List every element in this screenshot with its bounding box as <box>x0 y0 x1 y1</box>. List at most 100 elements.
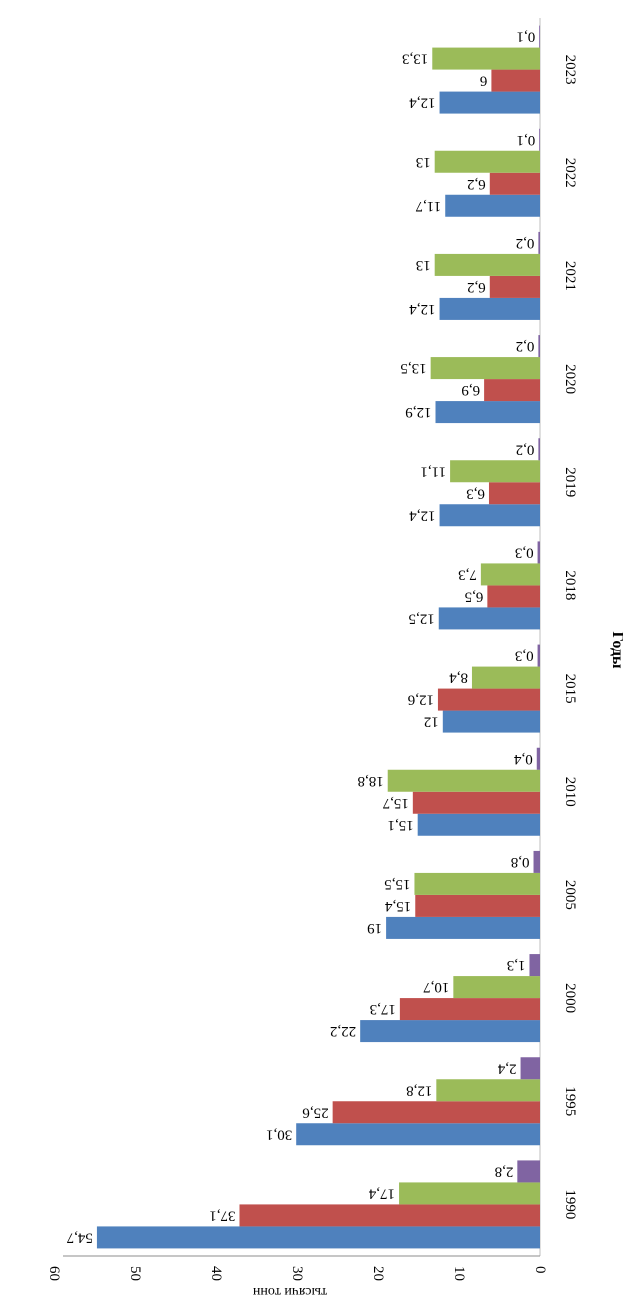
category-ticks-group: 1990 1995 2000 2005 2010 2015 2018 2019 2020 2021… <box>562 55 578 1220</box>
data-label-series-2-2021: 6,2 <box>467 279 486 295</box>
bar-series-3-1995 <box>436 1079 540 1102</box>
data-label-series-1-2021: 12,4 <box>409 301 436 317</box>
data-label-series-1-1995: 30,1 <box>266 1126 292 1142</box>
category-tick-2021: 2021 <box>562 261 578 291</box>
bar-series-1-2021 <box>439 297 540 320</box>
bar-series-3-2023 <box>432 47 540 70</box>
bar-series-2-2022 <box>489 172 540 195</box>
bar-series-4-2023 <box>539 25 540 48</box>
bar-series-1-2005 <box>386 916 540 939</box>
data-label-series-2-2019: 6,3 <box>466 485 485 501</box>
data-label-series-4-2019: 0,2 <box>516 441 535 457</box>
bar-series-3-2018 <box>480 563 540 586</box>
bar-series-2-1990 <box>239 1204 541 1227</box>
data-label-series-2-1990: 37,1 <box>209 1207 235 1223</box>
bar-series-3-2010 <box>387 769 540 792</box>
x-axis-title: Годы <box>609 632 623 669</box>
data-label-series-1-2010: 15,1 <box>387 817 413 833</box>
data-label-series-2-1995: 25,6 <box>302 1104 329 1120</box>
data-label-series-1-2000: 22,2 <box>330 1023 356 1039</box>
data-label-series-3-2000: 10,7 <box>423 979 450 995</box>
data-label-series-3-2018: 7,3 <box>458 566 477 582</box>
data-label-series-4-2023: 0,1 <box>516 29 535 45</box>
bar-series-3-2022 <box>434 150 540 173</box>
bar-series-3-2020 <box>430 357 540 380</box>
data-label-series-2-2023: 6 <box>479 73 487 89</box>
data-label-series-4-2005: 0,8 <box>511 854 530 870</box>
bar-series-1-2022 <box>445 194 540 217</box>
category-tick-2000: 2000 <box>562 983 578 1013</box>
category-tick-2022: 2022 <box>562 158 578 188</box>
bar-series-4-1990 <box>517 1160 540 1183</box>
bar-series-3-2000 <box>453 976 540 999</box>
data-label-series-1-2020: 12,9 <box>405 404 431 420</box>
bar-series-1-2010 <box>417 813 540 836</box>
bar-series-4-2020 <box>538 335 540 358</box>
data-label-series-3-2023: 13,3 <box>402 51 428 67</box>
data-label-series-1-2015: 12 <box>424 714 439 730</box>
data-label-series-3-1990: 17,4 <box>368 1185 395 1201</box>
value-ticks-group: 0 10 20 30 40 50 60 <box>46 1266 548 1281</box>
category-tick-1995: 1995 <box>562 1086 578 1116</box>
data-label-series-2-2022: 6,2 <box>467 176 486 192</box>
bar-series-2-2018 <box>487 585 540 608</box>
data-label-series-1-2023: 12,4 <box>409 95 436 111</box>
category-tick-2018: 2018 <box>562 570 578 600</box>
category-tick-2019: 2019 <box>562 467 578 497</box>
bar-series-4-2015 <box>537 644 540 667</box>
data-label-series-4-1990: 2,8 <box>495 1163 514 1179</box>
value-tick-30: 30 <box>289 1266 305 1281</box>
bar-series-4-2021 <box>538 231 540 254</box>
bar-series-1-2018 <box>438 607 540 630</box>
bar-series-4-2005 <box>533 850 540 873</box>
category-tick-2020: 2020 <box>562 364 578 394</box>
data-label-series-4-2018: 0,3 <box>515 544 534 560</box>
data-label-series-1-2005: 19 <box>367 920 382 936</box>
data-label-series-2-2018: 6,5 <box>465 588 484 604</box>
bar-series-4-1995 <box>520 1057 540 1080</box>
bar-series-4-2019 <box>538 438 540 461</box>
data-label-series-2-2000: 17,3 <box>370 1001 396 1017</box>
bar-series-2-2021 <box>489 275 540 298</box>
value-tick-50: 50 <box>127 1266 143 1281</box>
bar-series-2-2005 <box>415 894 540 917</box>
category-tick-2015: 2015 <box>562 674 578 704</box>
data-label-series-3-2005: 15,5 <box>384 876 410 892</box>
value-tick-20: 20 <box>370 1266 386 1281</box>
bar-series-4-2010 <box>536 747 540 770</box>
data-label-series-3-2010: 18,8 <box>357 773 383 789</box>
data-label-series-4-2022: 0,1 <box>516 132 535 148</box>
bar-series-1-1995 <box>296 1123 540 1146</box>
value-tick-10: 10 <box>451 1266 467 1281</box>
bar-series-1-2000 <box>360 1020 540 1043</box>
bar-series-3-1990 <box>399 1182 540 1205</box>
data-label-series-4-2015: 0,3 <box>515 648 534 664</box>
bar-series-3-2021 <box>434 253 540 276</box>
bar-series-2-2000 <box>399 998 540 1021</box>
category-tick-2010: 2010 <box>562 777 578 807</box>
data-label-series-3-2021: 13 <box>416 257 431 273</box>
data-label-series-4-2010: 0,4 <box>514 751 533 767</box>
data-label-series-4-1995: 2,4 <box>497 1060 516 1076</box>
bar-series-4-2018 <box>537 541 540 564</box>
bar-series-2-1995 <box>332 1101 540 1124</box>
y-axis-title: тысячи тонн <box>252 1284 327 1299</box>
bar-series-1-2023 <box>439 91 540 114</box>
data-label-series-1-2018: 12,5 <box>409 610 435 626</box>
bar-series-2-2023 <box>491 69 540 92</box>
data-label-series-3-1995: 12,8 <box>406 1082 432 1098</box>
data-label-series-3-2015: 8,4 <box>449 670 468 686</box>
value-tick-60: 60 <box>46 1266 62 1281</box>
bar-series-2-2010 <box>412 791 540 814</box>
bar-series-1-2020 <box>435 401 540 424</box>
value-tick-40: 40 <box>208 1266 224 1281</box>
bar-series-2-2020 <box>484 379 540 402</box>
data-label-series-2-2010: 15,7 <box>382 795 409 811</box>
data-label-series-1-1990: 54,7 <box>66 1229 93 1245</box>
bar-series-1-1990 <box>96 1226 541 1249</box>
category-tick-2023: 2023 <box>562 55 578 85</box>
bar-series-2-2019 <box>488 482 540 505</box>
data-label-series-2-2020: 6,9 <box>461 382 480 398</box>
bar-series-3-2015 <box>471 666 540 689</box>
bar-series-1-2019 <box>439 504 540 527</box>
